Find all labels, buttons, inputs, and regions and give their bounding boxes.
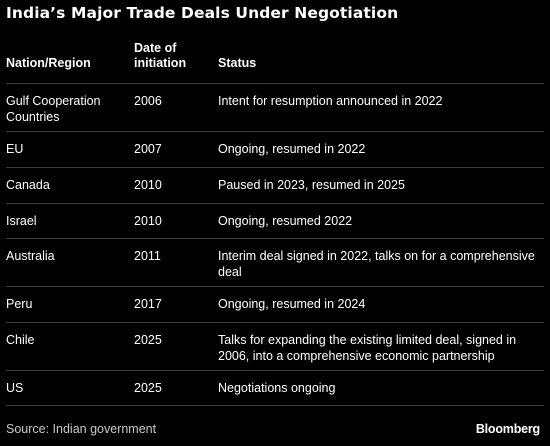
cell-region: Chile <box>6 333 35 347</box>
table-row-peru: Peru 2017 Ongoing, resumed in 2024 <box>6 287 544 323</box>
source-note: Source: Indian government <box>6 422 157 436</box>
cell-status: Intent for resumption announced in 2022 <box>218 94 443 108</box>
cell-date: 2006 <box>134 94 162 108</box>
cell-region: Canada <box>6 178 50 192</box>
cell-status: Ongoing, resumed in 2024 <box>218 297 366 311</box>
cell-date: 2025 <box>134 333 162 347</box>
cell-region: Australia <box>6 249 55 263</box>
cell-region: Gulf Cooperation Countries <box>6 94 101 124</box>
footer: Source: Indian government Bloomberg <box>6 420 544 440</box>
cell-region: Israel <box>6 214 37 228</box>
table-row-eu: EU 2007 Ongoing, resumed in 2022 <box>6 132 544 168</box>
table-row-chile: Chile 2025 Talks for expanding the exist… <box>6 323 544 371</box>
trade-deals-table: Nation/Region Date of initiation Status … <box>6 36 544 406</box>
header-status: Status <box>218 56 257 70</box>
cell-date: 2010 <box>134 178 162 192</box>
cell-status: Talks for expanding the existing limited… <box>218 333 517 363</box>
table-row-us: US 2025 Negotiations ongoing <box>6 371 544 406</box>
table-row-gcc: Gulf Cooperation Countries 2006 Intent f… <box>6 84 544 132</box>
header-date-of-initiation: Date of initiation <box>134 41 187 70</box>
cell-status: Ongoing, resumed in 2022 <box>218 142 366 156</box>
table-row-australia: Australia 2011 Interim deal signed in 20… <box>6 239 544 287</box>
cell-status: Negotiations ongoing <box>218 381 336 395</box>
cell-date: 2007 <box>134 142 162 156</box>
table-title: India’s Major Trade Deals Under Negotiat… <box>6 4 399 22</box>
cell-region: US <box>6 381 24 395</box>
header-nation-region: Nation/Region <box>6 56 91 70</box>
cell-region: EU <box>6 142 24 156</box>
bloomberg-logo: Bloomberg <box>475 422 540 436</box>
cell-status: Ongoing, resumed 2022 <box>218 214 353 228</box>
cell-date: 2010 <box>134 214 162 228</box>
cell-status: Interim deal signed in 2022, talks on fo… <box>218 249 535 279</box>
cell-region: Peru <box>6 297 33 311</box>
table-header-row: Nation/Region Date of initiation Status <box>6 36 544 84</box>
cell-date: 2017 <box>134 297 162 311</box>
cell-status: Paused in 2023, resumed in 2025 <box>218 178 405 192</box>
cell-date: 2011 <box>134 249 161 263</box>
table-row-israel: Israel 2010 Ongoing, resumed 2022 <box>6 204 544 239</box>
cell-date: 2025 <box>134 381 162 395</box>
table-row-canada: Canada 2010 Paused in 2023, resumed in 2… <box>6 168 544 204</box>
